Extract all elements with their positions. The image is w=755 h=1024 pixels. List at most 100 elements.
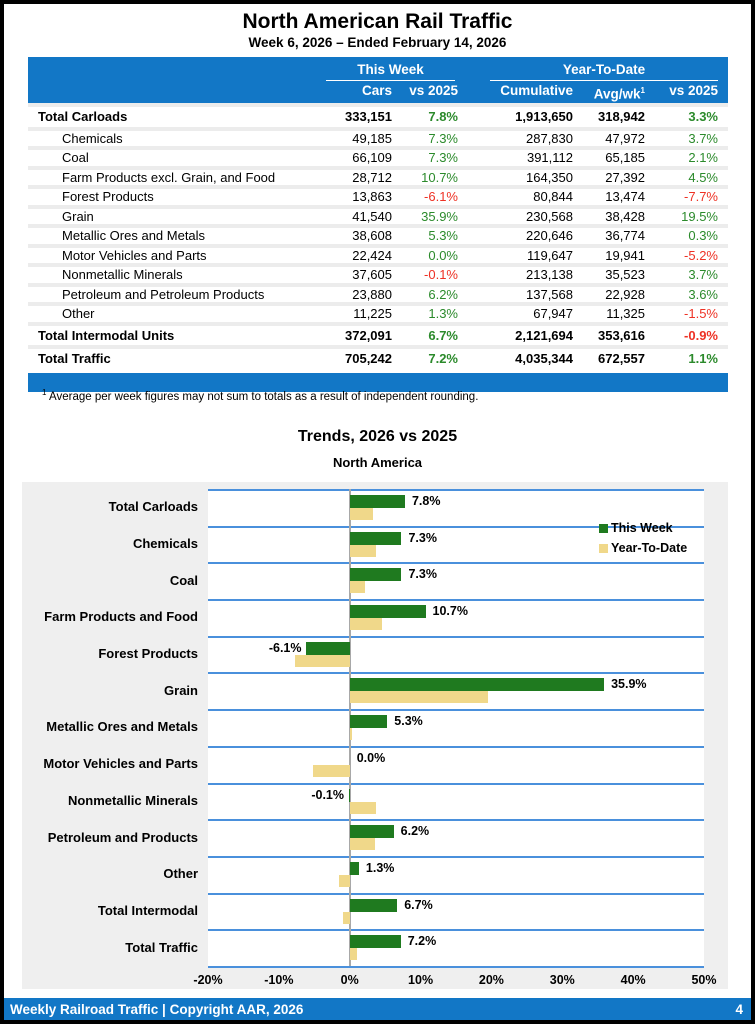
bar-this-week [349, 531, 402, 545]
bar-value-label: -0.1% [311, 787, 344, 802]
bar-value-label: 6.2% [400, 824, 430, 839]
bar-this-week [349, 898, 398, 912]
table-bottom-bar [28, 372, 728, 392]
cell-wk: 7.3% [428, 130, 458, 146]
cell-label: Other [62, 306, 95, 322]
bar-year-to-date [343, 911, 350, 924]
cell-avg: 38,428 [605, 208, 645, 224]
cell-label: Chemicals [62, 130, 123, 146]
table-row: Grain 41,540 35.9% 230,568 38,428 19.5% [28, 204, 728, 224]
bar-year-to-date [349, 618, 382, 631]
cell-ytd: 0.3% [688, 228, 718, 244]
column-header-blank [28, 81, 323, 105]
cell-avg: 11,325 [606, 306, 645, 322]
bar-this-week [349, 678, 605, 692]
cell-avg: 47,972 [605, 130, 645, 146]
bar-value-label: 7.2% [407, 934, 437, 949]
bar-this-week [349, 825, 394, 839]
x-tick-label: 30% [549, 973, 575, 987]
cell-avg: 36,774 [605, 228, 645, 244]
column-group-this-week: This Week [326, 60, 455, 81]
bar-year-to-date [349, 801, 376, 814]
column-header-avg-wk: Avg/wk1 [593, 86, 645, 102]
cell-label: Forest Products [62, 189, 154, 205]
cell-label: Total Traffic [38, 351, 111, 367]
category-label: Petroleum and Products [47, 829, 198, 845]
table-row: Coal 66,109 7.3% 391,112 65,185 2.1% [28, 146, 728, 166]
cell-label: Farm Products excl. Grain, and Food [62, 169, 276, 185]
row-separator [208, 489, 704, 526]
cell-cum: 4,035,344 [515, 351, 573, 367]
cell-avg: 35,523 [605, 267, 645, 283]
column-header-cars: Cars [361, 83, 392, 98]
cell-ytd: 4.5% [688, 169, 718, 185]
cell-ytd: 3.7% [688, 267, 718, 283]
table-row: Total Carloads 333,151 7.8% 1,913,650 318,94… [28, 103, 728, 127]
category-label: Coal [169, 572, 198, 588]
cell-label: Total Intermodal Units [38, 327, 175, 343]
category-label: Total Carloads [108, 499, 198, 515]
column-header-vs2025-week: vs 2025 [409, 83, 458, 98]
cell-cum: 220,646 [526, 228, 573, 244]
cell-wk: 35.9% [421, 208, 458, 224]
bar-year-to-date [349, 691, 488, 704]
table-row: Petroleum and Petroleum Products 23,880 6.… [28, 282, 728, 302]
bar-value-label: 35.9% [611, 677, 647, 692]
x-tick-label: -20% [193, 973, 223, 987]
cell-avg: 318,942 [598, 109, 645, 125]
cell-label: Motor Vehicles and Parts [62, 247, 207, 263]
cell-wk: 5.3% [428, 228, 458, 244]
row-separator [208, 782, 704, 820]
cell-avg: 27,392 [605, 169, 645, 185]
bar-this-week [349, 495, 405, 508]
cell-avg: 19,941 [605, 247, 645, 263]
bar-value-label: 6.7% [404, 897, 433, 912]
legend-item-this-week: This Week [599, 518, 687, 538]
table-row: Chemicals 49,185 7.3% 287,830 47,972 3.7% [28, 126, 728, 146]
category-label: Metallic Ores and Metals [46, 719, 198, 735]
bar-year-to-date [349, 948, 358, 961]
category-label: Chemicals [132, 536, 198, 552]
row-separator [208, 672, 704, 709]
cell-wk: -0.1% [424, 267, 458, 283]
cell-ytd: -0.9% [684, 327, 718, 343]
row-separator [208, 855, 704, 893]
bar-value-label: 0.0% [356, 750, 386, 765]
cell-wk: 6.7% [428, 327, 458, 343]
bar-this-week [349, 861, 359, 875]
cell-cars: 13,863 [352, 189, 392, 205]
cell-ytd: -5.2% [684, 247, 718, 263]
cell-cars: 22,424 [352, 247, 392, 263]
bar-this-week [349, 568, 402, 582]
cell-cars: 705,242 [345, 351, 392, 367]
table-row: Total Traffic 705,242 7.2% 4,035,344 672,557… [28, 345, 728, 369]
traffic-table: This Week Year-To-Date Cars vs 2025 Cumu… [28, 57, 728, 392]
table-row: Metallic Ores and Metals 38,608 5.3% 220,64… [28, 224, 728, 244]
bar-this-week [349, 605, 426, 619]
cell-cum: 1,913,650 [515, 109, 573, 125]
x-tick-label: 40% [620, 973, 646, 987]
bar-year-to-date [312, 764, 350, 777]
category-label: Farm Products and Food [44, 609, 198, 625]
cell-cum: 164,350 [526, 169, 573, 185]
this-week-swatch-icon [599, 523, 608, 533]
bar-value-label: 5.3% [394, 714, 423, 729]
cell-cum: 213,138 [526, 267, 573, 283]
bar-year-to-date [339, 874, 350, 887]
row-separator [208, 819, 704, 856]
bar-year-to-date [349, 838, 376, 851]
bar-this-week [349, 715, 388, 729]
cell-ytd: 1.1% [688, 351, 718, 367]
cell-ytd: 3.7% [688, 130, 718, 146]
chart-title: Trends, 2026 vs 2025 [297, 428, 458, 445]
cell-label: Coal [62, 150, 89, 166]
category-label: Forest Products [98, 646, 198, 662]
cell-avg: 672,557 [598, 351, 645, 367]
year-to-date-swatch-icon [599, 543, 608, 553]
cell-ytd: -1.5% [684, 306, 718, 322]
cell-cum: 119,647 [526, 247, 573, 263]
cell-label: Grain [62, 208, 94, 224]
category-label: Other [163, 866, 198, 882]
row-separator [208, 635, 704, 673]
